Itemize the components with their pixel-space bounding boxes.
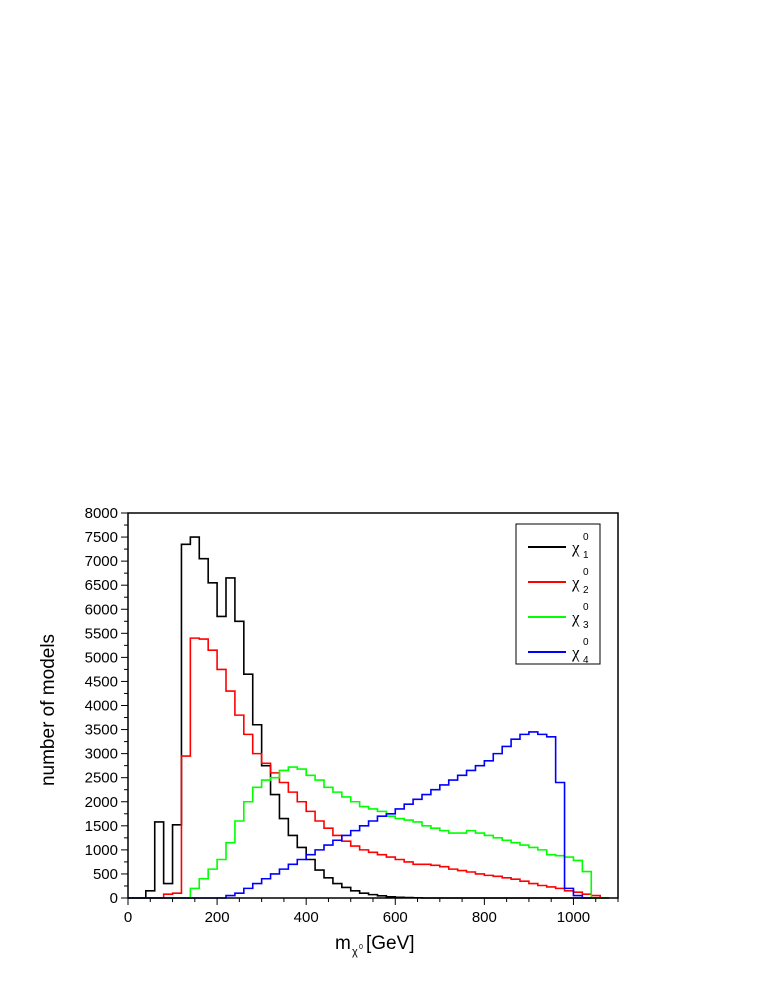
x-axis: 0 200 400 600 800 1000 [124, 898, 619, 926]
x-tick-label: 400 [294, 909, 319, 926]
legend-sup: 0 [583, 567, 589, 578]
x-axis-label-unit: [GeV] [366, 933, 415, 954]
x-axis-label-main: m [335, 933, 351, 954]
y-tick-label: 0 [110, 890, 118, 907]
x-tick-label: 200 [205, 909, 230, 926]
x-tick-label: 800 [472, 909, 497, 926]
y-tick-label: 2000 [85, 794, 118, 811]
y-tick-label: 4500 [85, 673, 118, 690]
legend-entry-3: χ0 3 [528, 602, 589, 631]
y-tick-label: 1500 [85, 818, 118, 835]
legend-entry-1: χ0 1 [528, 532, 589, 561]
y-axis: 0 500 1000 1500 2000 2500 3000 3500 4000 4500 5000… [85, 505, 128, 907]
legend-label: χ [571, 573, 580, 592]
x-axis-label: m χ 0 [GeV] [335, 933, 415, 958]
legend-sub: 1 [583, 550, 589, 561]
legend-sup: 0 [583, 532, 589, 543]
y-tick-label: 3000 [85, 746, 118, 763]
legend-entry-2: χ0 2 [528, 567, 589, 596]
legend-label: χ [571, 538, 580, 557]
series-4-line [128, 731, 592, 899]
x-axis-label-sub: χ [352, 946, 358, 958]
x-tick-label: 1000 [557, 909, 590, 926]
series-2-line [128, 637, 610, 899]
y-tick-label: 6000 [85, 601, 118, 618]
legend-sub: 3 [583, 620, 589, 631]
y-tick-label: 7500 [85, 529, 118, 546]
y-tick-label: 5000 [85, 649, 118, 666]
legend-sub: 4 [583, 655, 589, 666]
y-tick-label: 500 [93, 866, 118, 883]
y-tick-label: 5500 [85, 625, 118, 642]
legend-label: χ [571, 608, 580, 627]
series-3-line [128, 766, 610, 899]
y-tick-label: 2500 [85, 770, 118, 787]
svg-text:m: m [335, 933, 351, 954]
y-tick-label: 7000 [85, 553, 118, 570]
y-axis-label: number of models [38, 634, 59, 786]
x-tick-label: 600 [383, 909, 408, 926]
legend-sub: 2 [583, 585, 589, 596]
y-tick-label: 6500 [85, 577, 118, 594]
x-axis-label-subsup: 0 [359, 944, 363, 951]
legend-label: χ [571, 643, 580, 662]
y-tick-label: 3500 [85, 722, 118, 739]
y-tick-label: 8000 [85, 505, 118, 522]
y-tick-label: 4000 [85, 698, 118, 715]
x-tick-label: 0 [124, 909, 132, 926]
y-tick-label: 1000 [85, 842, 118, 859]
legend-entry-4: χ0 4 [528, 637, 589, 666]
legend-sup: 0 [583, 602, 589, 613]
legend-sup: 0 [583, 637, 589, 648]
